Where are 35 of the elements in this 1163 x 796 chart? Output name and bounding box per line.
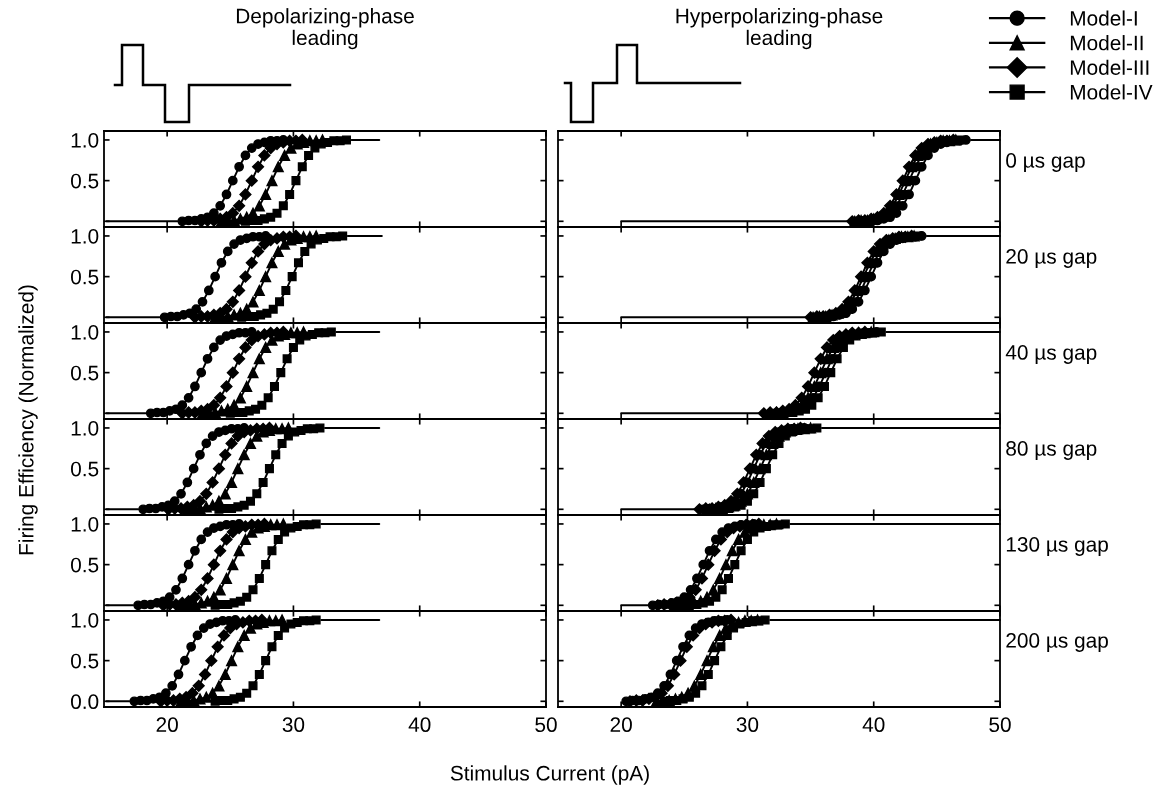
x-tick-label: 30 — [282, 717, 305, 733]
x-tick-label: 20 — [610, 717, 632, 733]
y-tick-label: 0.5 — [70, 557, 99, 573]
y-tick-label: 0.0 — [70, 694, 99, 710]
legend-label: Model-II — [1070, 35, 1143, 51]
y-tick-label: 1.0 — [71, 132, 99, 148]
chart-title: Hyperpolarizing-phase leading — [676, 8, 883, 50]
x-tick-label: 40 — [862, 717, 885, 733]
x-tick-label: 40 — [408, 717, 431, 733]
y-axis-title: Firing Efficiency (Normalized) — [18, 285, 38, 555]
x-tick-label: 30 — [736, 717, 759, 733]
legend-label: Model-III — [1070, 59, 1149, 75]
y-tick-label: 0.5 — [70, 173, 99, 189]
y-tick-label: 1.0 — [71, 420, 99, 436]
y-tick-label: 1.0 — [71, 324, 99, 340]
text: 40 µs gap — [1005, 345, 1097, 364]
y-tick-label: 1.0 — [71, 516, 99, 532]
y-tick-label: 1.0 — [71, 612, 99, 628]
text: 200 µs gap — [1006, 633, 1108, 652]
legend-label: Model-IV — [1070, 84, 1153, 100]
x-tick-label: 50 — [989, 717, 1011, 733]
text: 20 µs gap — [1006, 249, 1097, 268]
y-tick-label: 0.5 — [70, 269, 99, 285]
text: 130 µs gap — [1006, 537, 1108, 556]
chart-title: Depolarizing-phase leading — [236, 8, 414, 50]
text: 0 µs gap — [1006, 153, 1085, 172]
y-tick-label: 0.5 — [70, 653, 99, 669]
x-tick-label: 20 — [156, 717, 178, 733]
legend-label: Model-I — [1070, 10, 1137, 26]
y-tick-label: 0.5 — [70, 461, 99, 477]
y-tick-label: 0.5 — [70, 365, 99, 381]
y-tick-label: 1.0 — [71, 228, 99, 244]
text: 80 µs gap — [1006, 441, 1097, 460]
x-tick-label: 50 — [535, 717, 557, 733]
x-axis-title: Stimulus Current (pA) — [450, 765, 649, 785]
